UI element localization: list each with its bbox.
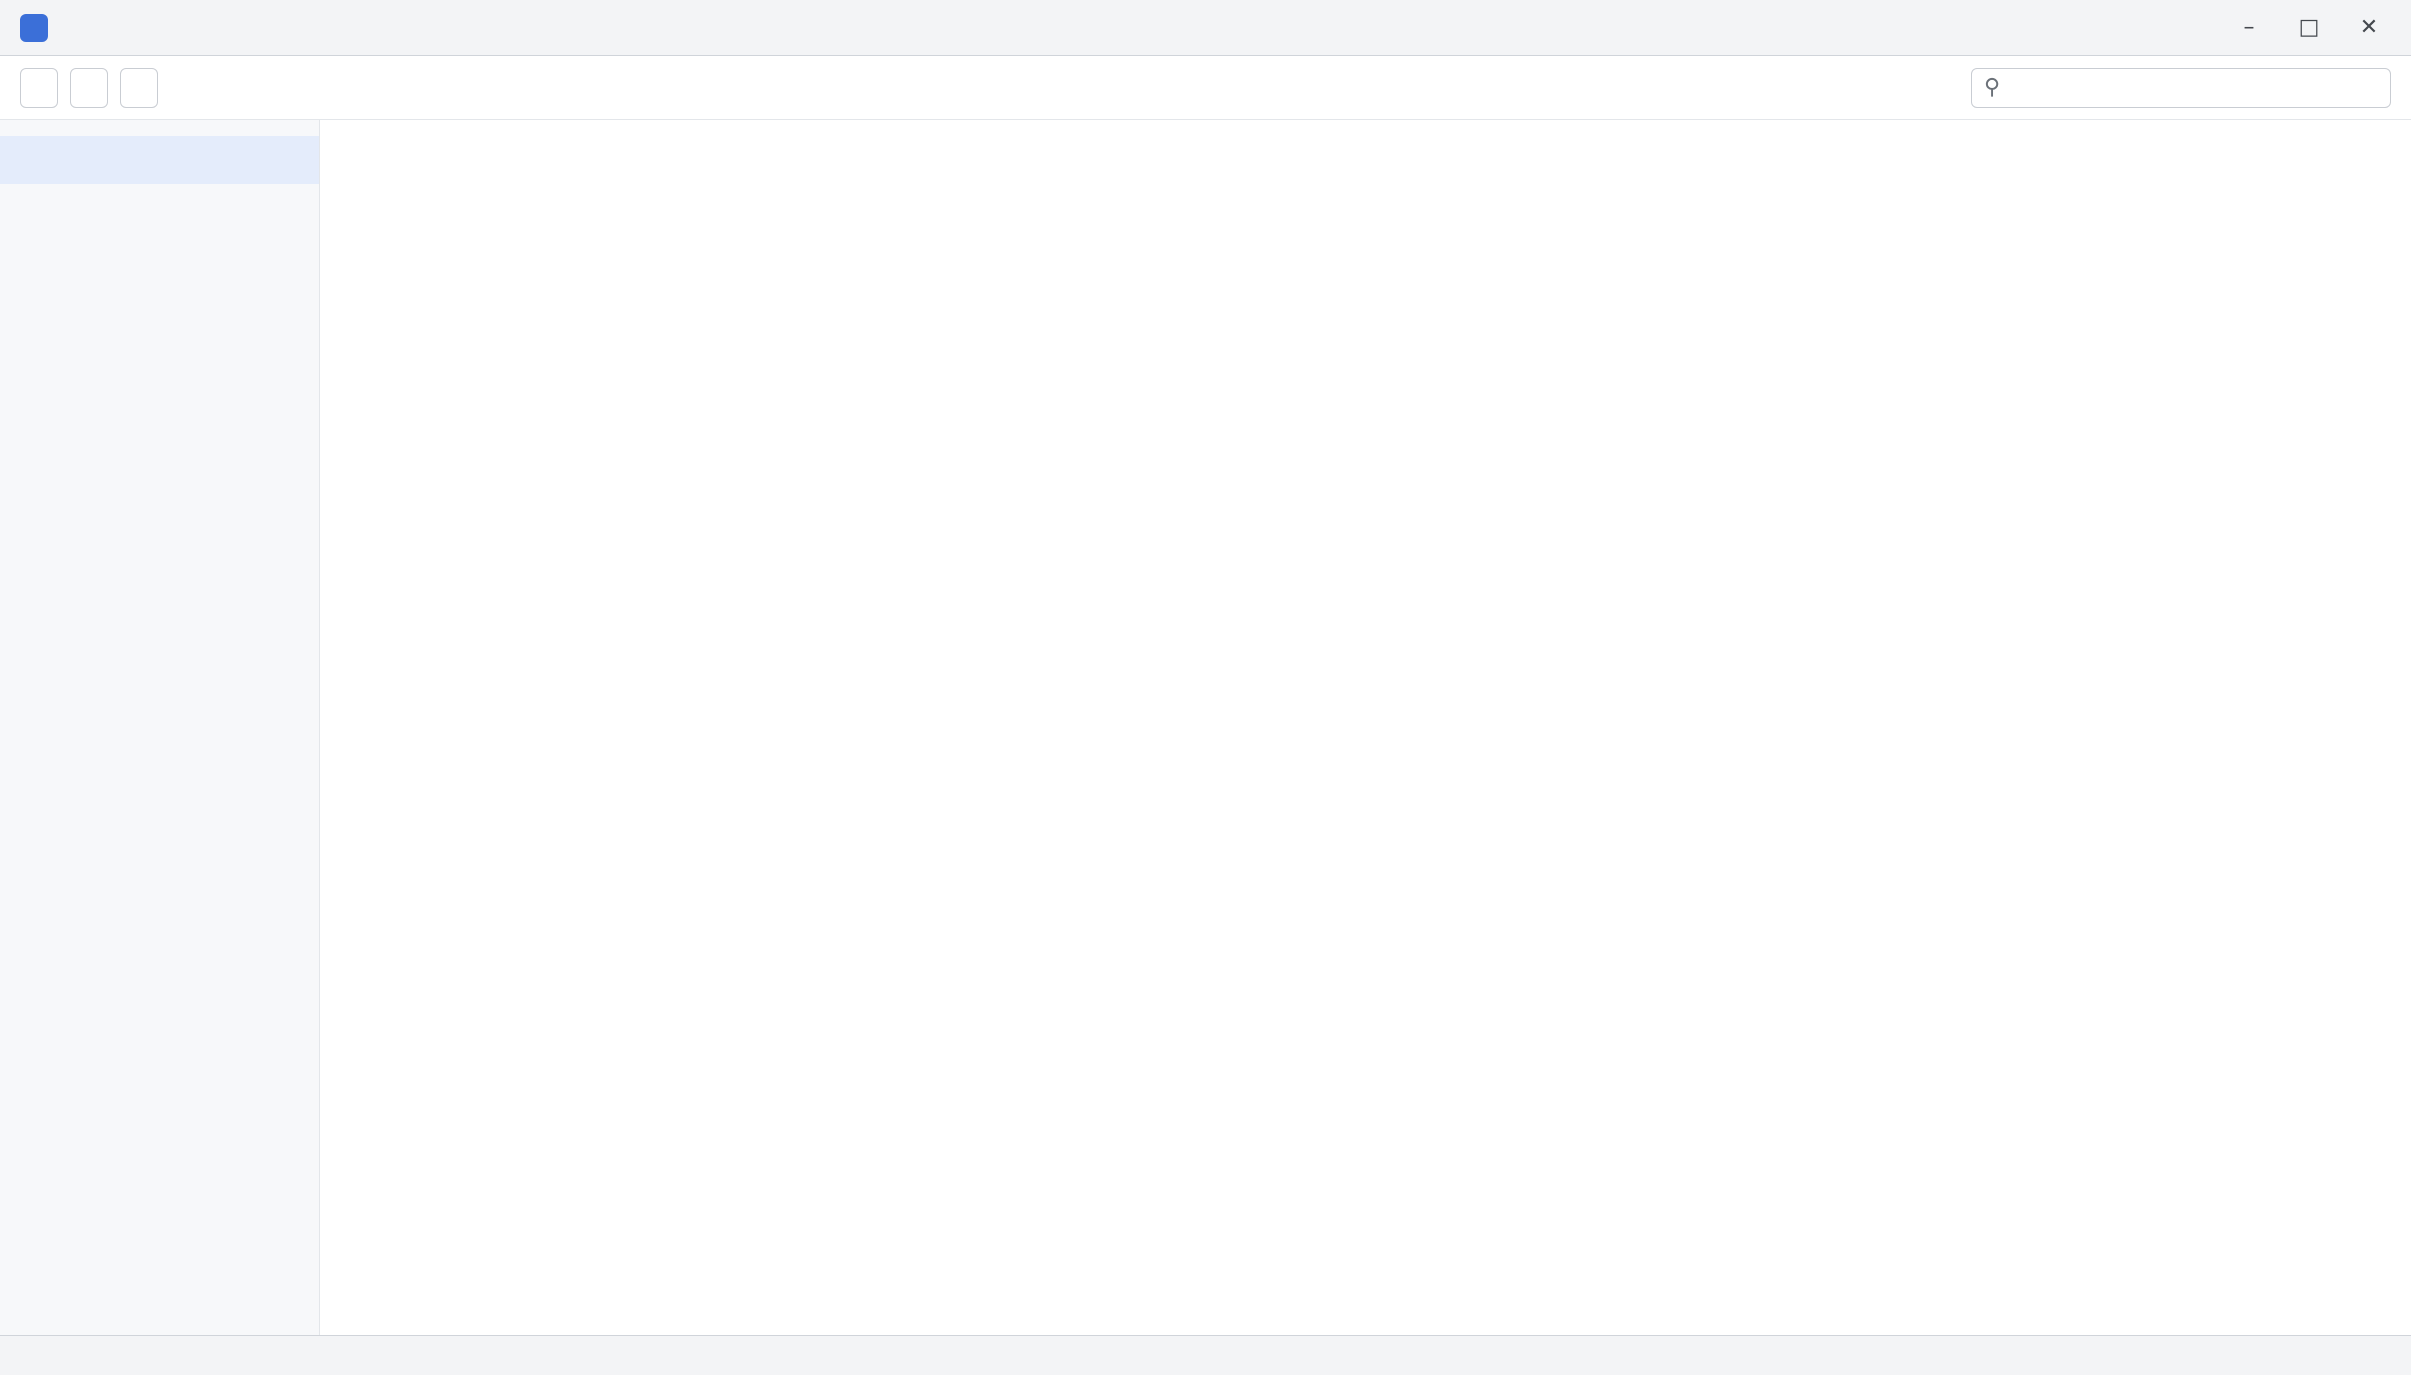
- search-input[interactable]: [2008, 76, 2378, 99]
- minimize-icon[interactable]: –: [2227, 10, 2271, 46]
- toolbar-button-2[interactable]: [70, 67, 108, 108]
- main-panel: [320, 120, 2411, 1335]
- toolbar: ⚲: [0, 56, 2411, 120]
- toolbar-button-1[interactable]: [20, 67, 58, 108]
- search-icon: ⚲: [1984, 75, 2001, 100]
- close-icon[interactable]: ✕: [2347, 10, 2391, 46]
- sidebar-item-2[interactable]: [0, 184, 319, 232]
- maximize-icon[interactable]: □: [2287, 10, 2331, 46]
- toolbar-button-3[interactable]: [120, 67, 158, 108]
- sidebar: [0, 120, 320, 1335]
- title-bar: – □ ✕: [0, 0, 2411, 56]
- app-icon: [20, 13, 48, 42]
- sidebar-item-4[interactable]: [0, 280, 319, 328]
- search-box: ⚲: [1971, 67, 2391, 108]
- sidebar-item-3[interactable]: [0, 232, 319, 280]
- sidebar-item-1[interactable]: [0, 136, 319, 184]
- content-area: [0, 120, 2411, 1335]
- status-bar: [0, 1335, 2411, 1375]
